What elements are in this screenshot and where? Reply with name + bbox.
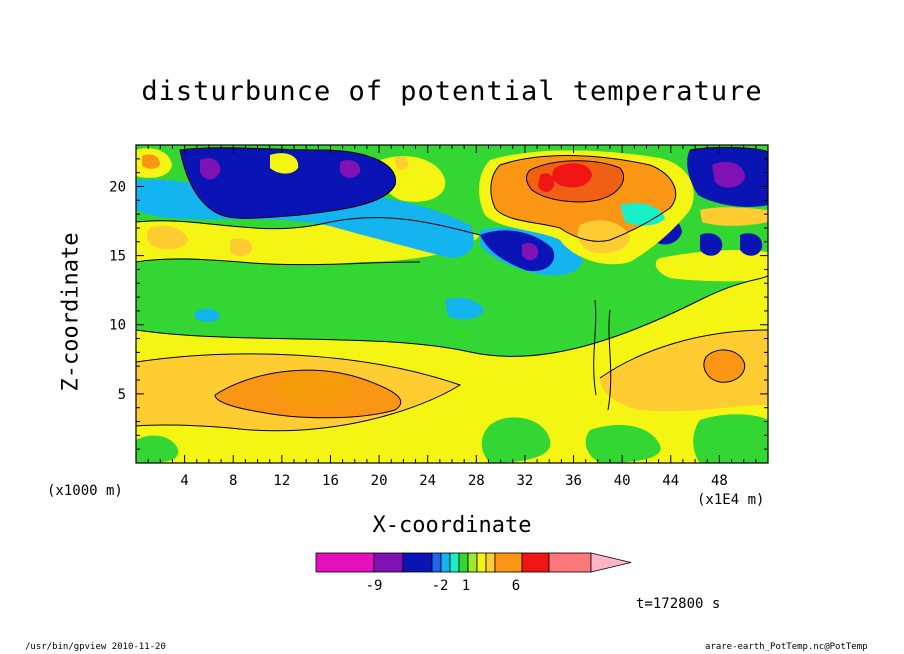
- colorbar-swatch: [440, 552, 451, 573]
- y-tick-label: 5: [118, 387, 126, 403]
- y-tick-label: 10: [109, 318, 126, 334]
- x-tick-label: 40: [614, 473, 631, 489]
- field-region: [655, 250, 768, 282]
- field-region: [693, 414, 768, 463]
- chart-title: disturbunce of potential temperature: [141, 76, 763, 107]
- contour-line: [136, 258, 421, 266]
- x-tick-label: 16: [322, 473, 339, 489]
- colorbar-swatch: [431, 552, 442, 573]
- x-tick-label: 28: [468, 473, 485, 489]
- field-region: [270, 153, 299, 174]
- x-tick-label: 32: [516, 473, 533, 489]
- contour-line: [593, 299, 597, 396]
- footer-source: arare-earth_PotTemp.nc@PotTemp: [705, 642, 868, 652]
- field-region: [700, 207, 768, 226]
- field-region: [703, 349, 745, 383]
- colorbar-swatch: [449, 552, 460, 573]
- field-region: [146, 225, 188, 250]
- colorbar-label: -2: [432, 578, 449, 594]
- field-region: [481, 417, 551, 463]
- field-region: [445, 298, 484, 320]
- contour-line: [599, 329, 768, 379]
- y-axis-ticks: 5 10 15 20: [109, 158, 768, 450]
- field-region: [272, 371, 356, 407]
- field-region: [585, 425, 661, 463]
- contour-line: [607, 309, 612, 411]
- heatmap-field: [136, 145, 768, 463]
- x-tick-label: 4: [180, 473, 188, 489]
- colorbar-swatch: [373, 552, 404, 573]
- x-tick-label: 44: [662, 473, 679, 489]
- colorbar-label: -9: [366, 578, 383, 594]
- colorbar-swatch: [548, 552, 592, 573]
- x-tick-label: 20: [371, 473, 388, 489]
- colorbar-swatch: [476, 552, 487, 573]
- field-region: [195, 308, 220, 322]
- field-region: [142, 154, 160, 169]
- contour-line: [214, 369, 402, 419]
- contour-line: [689, 146, 768, 153]
- field-region: [620, 203, 665, 226]
- x-axis-units-left: (x1000 m): [47, 483, 123, 499]
- field-region: [480, 230, 555, 272]
- field-region: [700, 233, 723, 256]
- field-region: [136, 435, 179, 463]
- x-tick-label: 24: [419, 473, 436, 489]
- x-axis-label: X-coordinate: [372, 513, 532, 538]
- colorbar-swatch: [494, 552, 523, 573]
- field-region: [712, 161, 745, 188]
- field-region: [552, 163, 592, 188]
- field-region: [522, 243, 539, 261]
- contour-line: [179, 147, 397, 219]
- field-region: [395, 156, 409, 170]
- y-tick-label: 20: [109, 179, 126, 195]
- x-tick-label: 48: [711, 473, 728, 489]
- colorbar: -9 -2 1 6: [315, 552, 632, 594]
- contour-line: [490, 155, 677, 242]
- field-region: [378, 156, 446, 202]
- time-label: t=172800 s: [636, 596, 721, 612]
- contour-line: [526, 160, 625, 203]
- x-tick-label: 12: [273, 473, 290, 489]
- x-tick-label: 8: [229, 473, 237, 489]
- field-region: [340, 160, 361, 178]
- colorbar-label: 1: [462, 578, 470, 594]
- y-tick-label: 15: [109, 249, 126, 265]
- colorbar-swatch: [467, 552, 478, 573]
- field-region: [230, 238, 253, 257]
- x-axis-units-right: (x1E4 m): [697, 492, 765, 508]
- x-tick-label: 36: [565, 473, 582, 489]
- field-region: [538, 173, 555, 192]
- field-region: [740, 233, 763, 256]
- colorbar-swatch: [485, 552, 496, 573]
- footer-command: /usr/bin/gpview 2010-11-20: [25, 642, 166, 652]
- contour-line: [136, 353, 462, 432]
- contour-line: [136, 217, 481, 236]
- colorbar-swatch: [315, 552, 375, 573]
- contour-line: [136, 275, 768, 357]
- contour-line: [703, 349, 746, 383]
- field-region: [200, 158, 221, 180]
- colorbar-arrow: [590, 552, 632, 573]
- colorbar-swatch: [458, 552, 469, 573]
- colorbar-swatch: [521, 552, 550, 573]
- x-axis-ticks: 4 8 12 16 20 24 28 32 36 40 44 48: [147, 145, 757, 489]
- colorbar-label: 6: [512, 578, 520, 594]
- contour-lines: [136, 146, 768, 432]
- colorbar-swatch: [402, 552, 433, 573]
- field-region: [577, 220, 630, 254]
